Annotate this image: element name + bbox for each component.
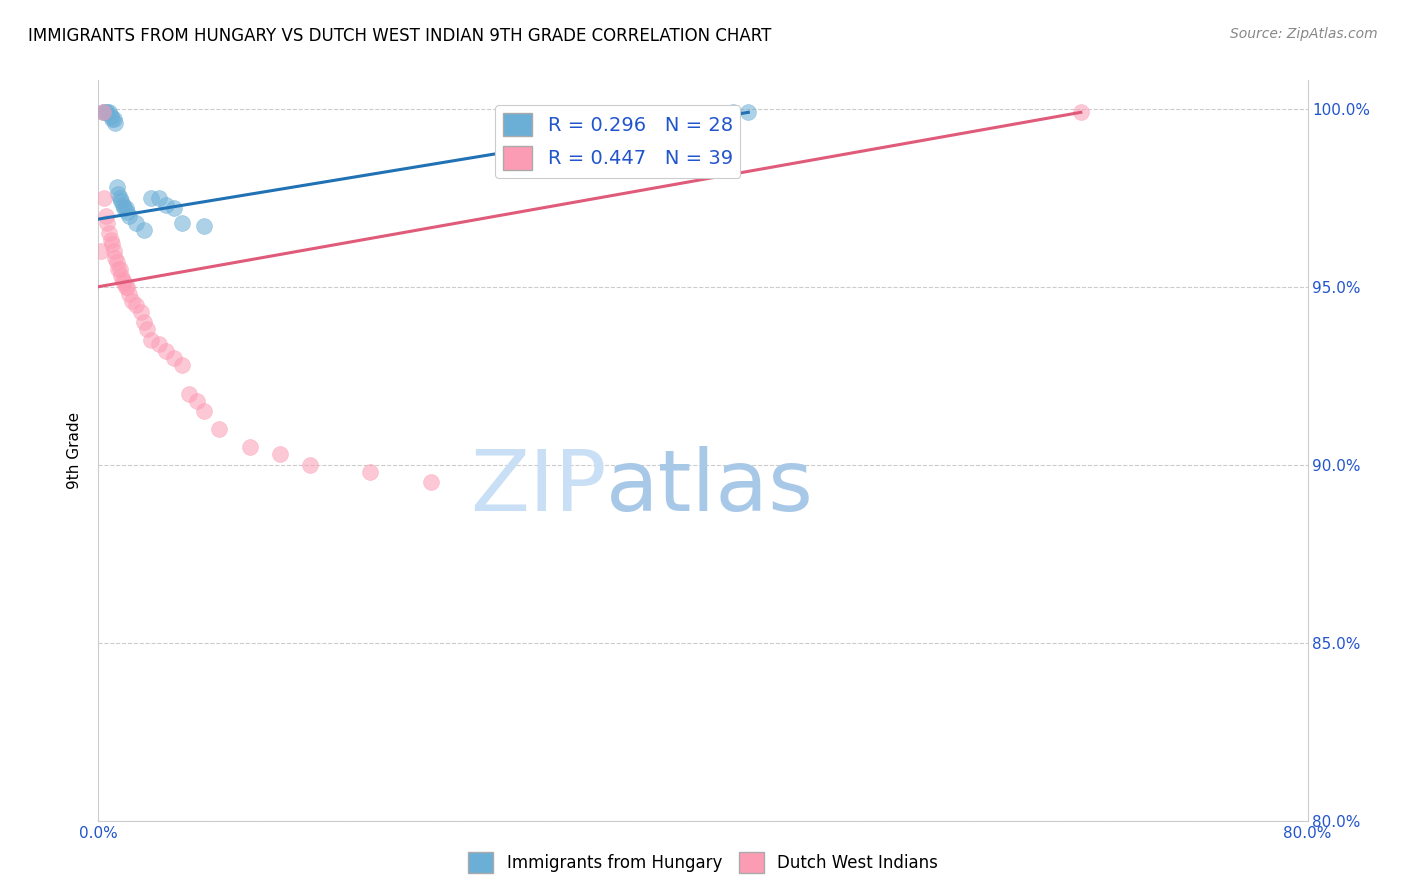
Point — [93, 191, 115, 205]
Point — [723, 105, 745, 120]
Point — [91, 105, 114, 120]
Point — [118, 209, 141, 223]
Point — [141, 333, 163, 347]
Point — [115, 279, 138, 293]
Point — [208, 422, 231, 436]
Text: Source: ZipAtlas.com: Source: ZipAtlas.com — [1230, 27, 1378, 41]
Point — [112, 276, 135, 290]
Point — [125, 216, 148, 230]
Point — [103, 112, 125, 127]
Point — [360, 465, 382, 479]
Point — [239, 440, 262, 454]
Legend: R = 0.296   N = 28, R = 0.447   N = 39: R = 0.296 N = 28, R = 0.447 N = 39 — [495, 104, 741, 178]
Point — [105, 255, 128, 269]
Text: ZIP: ZIP — [470, 446, 606, 529]
Point — [101, 112, 124, 127]
Point — [103, 244, 125, 259]
Point — [129, 304, 152, 318]
Point — [132, 223, 155, 237]
Point — [93, 105, 115, 120]
Point — [110, 268, 132, 283]
Point — [96, 216, 118, 230]
Point — [100, 109, 122, 123]
Point — [737, 105, 759, 120]
Point — [111, 272, 134, 286]
Point — [107, 187, 129, 202]
Point — [420, 475, 443, 490]
Text: atlas: atlas — [606, 446, 814, 529]
Point — [186, 393, 208, 408]
Point — [105, 180, 128, 194]
Point — [114, 279, 136, 293]
Point — [179, 386, 201, 401]
Point — [96, 105, 118, 120]
Point — [148, 336, 170, 351]
Point — [135, 322, 157, 336]
Point — [118, 286, 141, 301]
Point — [101, 237, 124, 252]
Point — [125, 297, 148, 311]
Point — [110, 194, 132, 209]
Point — [108, 191, 131, 205]
Point — [100, 234, 122, 248]
Point — [104, 116, 127, 130]
Point — [193, 219, 215, 234]
Point — [90, 244, 112, 259]
Point — [193, 404, 215, 418]
Y-axis label: 9th Grade: 9th Grade — [67, 412, 83, 489]
Point — [163, 202, 186, 216]
Legend: Immigrants from Hungary, Dutch West Indians: Immigrants from Hungary, Dutch West Indi… — [461, 846, 945, 880]
Point — [107, 261, 129, 276]
Point — [299, 458, 322, 472]
Point — [141, 191, 163, 205]
Point — [91, 105, 114, 120]
Point — [98, 227, 121, 241]
Point — [1070, 105, 1092, 120]
Point — [114, 202, 136, 216]
Point — [155, 198, 177, 212]
Point — [115, 205, 138, 219]
Point — [94, 209, 117, 223]
Point — [170, 358, 193, 372]
Point — [94, 105, 117, 120]
Point — [112, 202, 135, 216]
Point — [108, 261, 131, 276]
Point — [104, 252, 127, 266]
Point — [111, 198, 134, 212]
Point — [98, 105, 121, 120]
Point — [155, 343, 177, 358]
Point — [163, 351, 186, 365]
Point — [121, 293, 143, 308]
Point — [132, 315, 155, 329]
Point — [148, 191, 170, 205]
Point — [170, 216, 193, 230]
Text: IMMIGRANTS FROM HUNGARY VS DUTCH WEST INDIAN 9TH GRADE CORRELATION CHART: IMMIGRANTS FROM HUNGARY VS DUTCH WEST IN… — [28, 27, 772, 45]
Point — [269, 447, 291, 461]
